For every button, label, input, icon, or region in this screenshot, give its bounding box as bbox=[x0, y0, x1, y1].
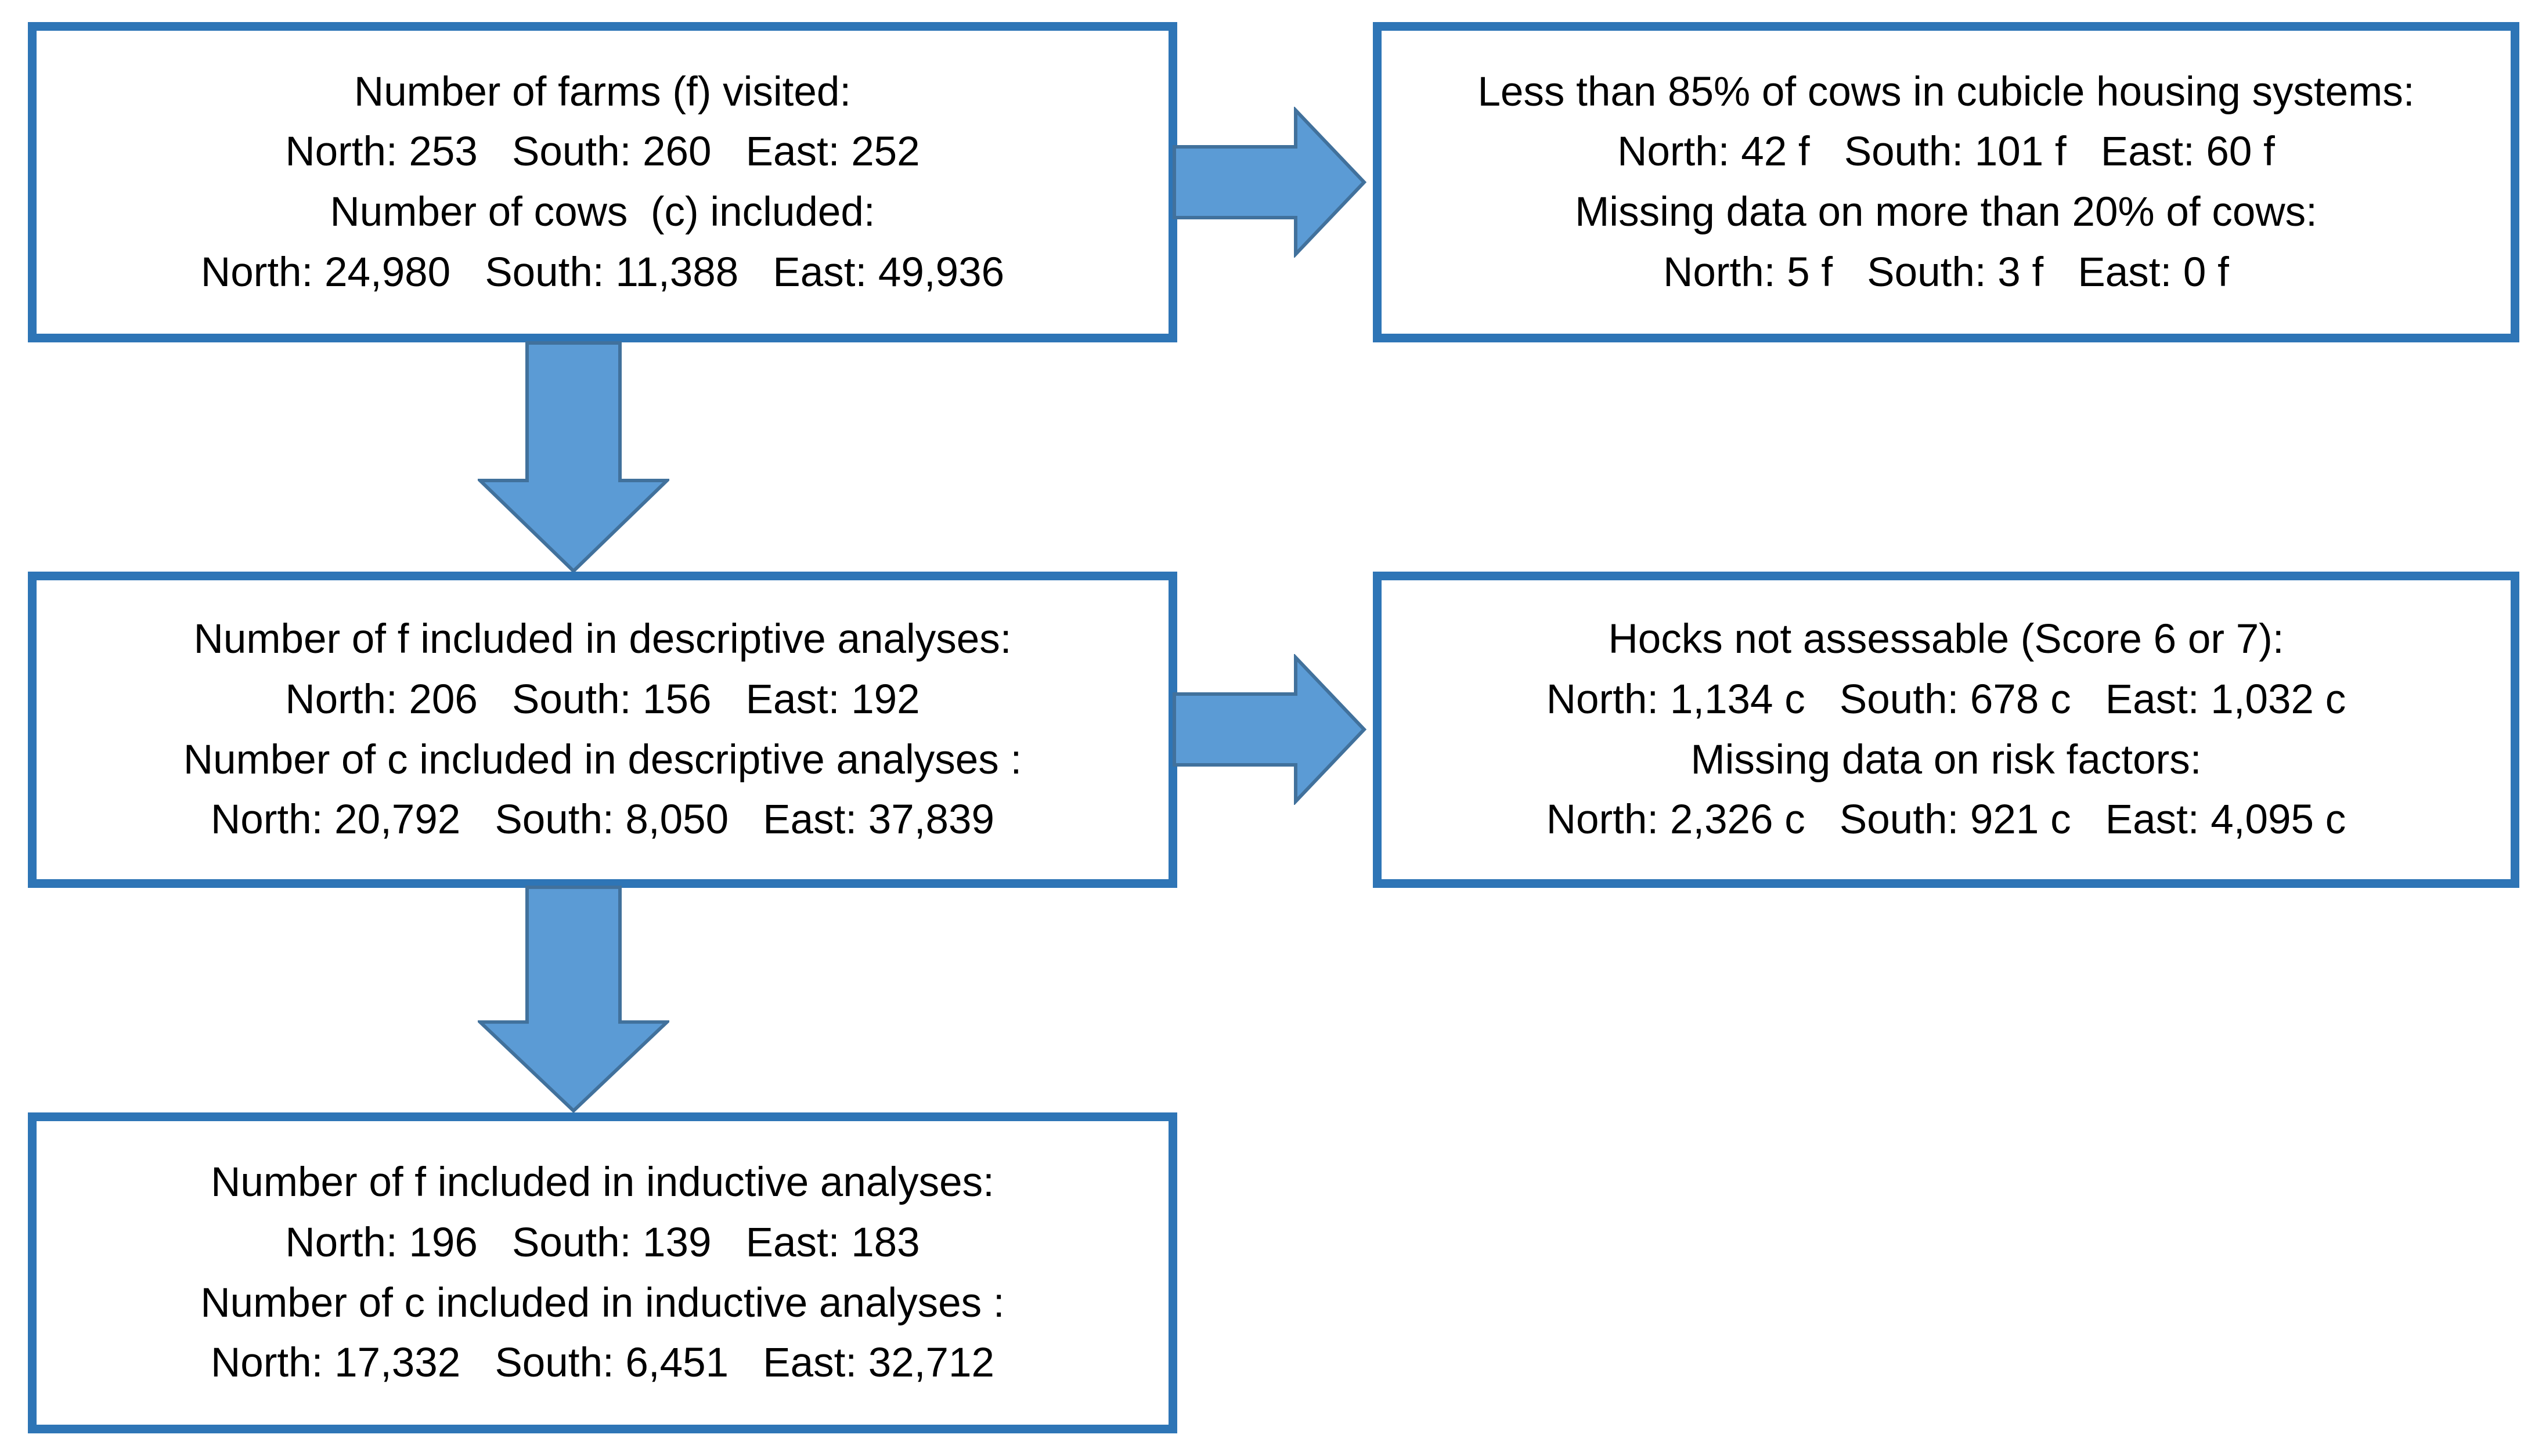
box-farms-visited-line-3: Number of cows (c) included: bbox=[330, 189, 875, 235]
box-hocks-exclusion-line-3: Missing data on risk factors: bbox=[1690, 736, 2202, 783]
arrow-right-middle-shape bbox=[1173, 654, 1367, 805]
box-inductive-line-3: Number of c included in inductive analys… bbox=[200, 1280, 1005, 1326]
box-descriptive-line-3: Number of c included in descriptive anal… bbox=[183, 736, 1022, 783]
box-hocks-exclusion-line-2: North: 1,134 c South: 678 c East: 1,032 … bbox=[1546, 676, 2346, 722]
box-inductive-line-4: North: 17,332 South: 6,451 East: 32,712 bbox=[211, 1340, 994, 1386]
box-descriptive-line-1: Number of f included in descriptive anal… bbox=[193, 616, 1012, 663]
box-farms-visited-line-1: Number of farms (f) visited: bbox=[354, 68, 852, 115]
box-inductive-line-2: North: 196 South: 139 East: 183 bbox=[285, 1219, 920, 1266]
box-descriptive-analyses: Number of f included in descriptive anal… bbox=[28, 572, 1177, 888]
box-hocks-exclusion-line-1: Hocks not assessable (Score 6 or 7): bbox=[1608, 616, 2284, 663]
arrow-down-2-icon bbox=[478, 886, 669, 1113]
box-descriptive-line-4: North: 20,792 South: 8,050 East: 37,839 bbox=[211, 797, 994, 843]
arrow-down-2-shape bbox=[478, 886, 669, 1113]
box-cubicle-exclusion: Less than 85% of cows in cubicle housing… bbox=[1373, 22, 2519, 342]
box-inductive-line-1: Number of f included in inductive analys… bbox=[211, 1159, 994, 1206]
arrow-right-middle-icon bbox=[1173, 654, 1367, 805]
arrow-right-top-icon bbox=[1173, 107, 1367, 258]
box-cubicle-exclusion-line-2: North: 42 f South: 101 f East: 60 f bbox=[1617, 129, 2275, 175]
box-inductive-analyses: Number of f included in inductive analys… bbox=[28, 1112, 1177, 1433]
box-farms-visited: Number of farms (f) visited: North: 253 … bbox=[28, 22, 1177, 342]
box-cubicle-exclusion-line-1: Less than 85% of cows in cubicle housing… bbox=[1477, 68, 2415, 115]
box-descriptive-line-2: North: 206 South: 156 East: 192 bbox=[285, 676, 920, 722]
box-cubicle-exclusion-line-4: North: 5 f South: 3 f East: 0 f bbox=[1663, 249, 2229, 295]
arrow-down-1-icon bbox=[478, 341, 669, 573]
box-cubicle-exclusion-line-3: Missing data on more than 20% of cows: bbox=[1575, 189, 2317, 235]
box-hocks-exclusion-line-4: North: 2,326 c South: 921 c East: 4,095 … bbox=[1546, 797, 2346, 843]
arrow-right-top-shape bbox=[1173, 107, 1367, 258]
box-hocks-exclusion: Hocks not assessable (Score 6 or 7): Nor… bbox=[1373, 572, 2519, 888]
arrow-down-1-shape bbox=[478, 341, 669, 573]
box-farms-visited-line-4: North: 24,980 South: 11,388 East: 49,936 bbox=[200, 249, 1005, 295]
box-farms-visited-line-2: North: 253 South: 260 East: 252 bbox=[285, 129, 920, 175]
